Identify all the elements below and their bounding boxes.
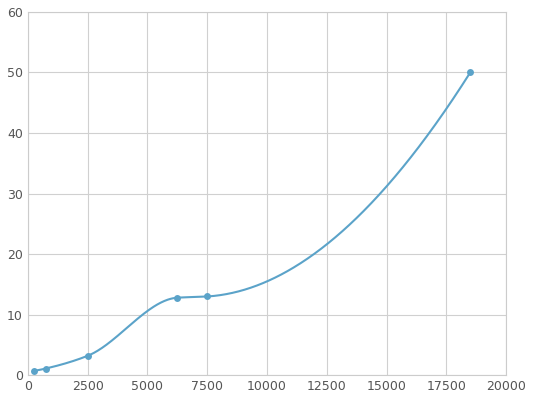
- Point: [466, 69, 474, 76]
- Point: [42, 365, 50, 372]
- Point: [203, 293, 212, 300]
- Point: [29, 368, 38, 374]
- Point: [173, 294, 182, 301]
- Point: [83, 353, 92, 359]
